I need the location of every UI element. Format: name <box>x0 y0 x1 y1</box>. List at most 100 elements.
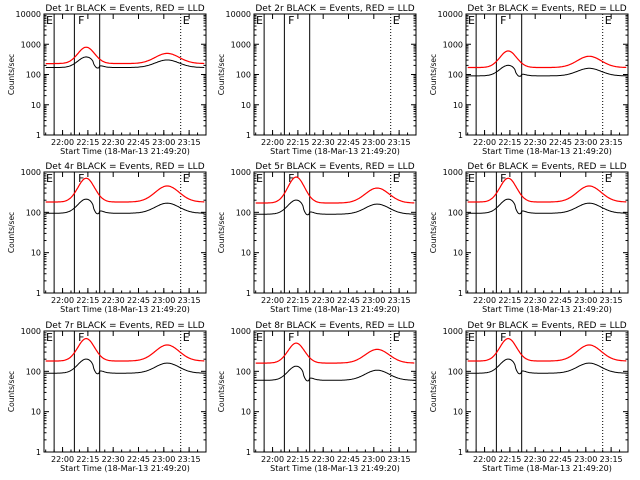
x-tick-label: 22:15 <box>76 138 99 147</box>
marker-letter: E <box>183 172 190 185</box>
plot-frame <box>43 330 207 453</box>
y-tick-label: 1000 <box>443 327 463 336</box>
marker-letter: F <box>288 14 294 27</box>
x-axis-label: Start Time (18-Mar-13 21:49:20) <box>482 305 612 314</box>
x-tick-label: 22:30 <box>312 455 335 464</box>
marker-letter: F <box>500 172 506 185</box>
series-events-line <box>45 56 205 69</box>
series-events-line <box>45 198 205 215</box>
marker-letter: E <box>468 14 475 27</box>
marker-letter: E <box>468 172 475 185</box>
x-tick-label: 22:15 <box>286 455 309 464</box>
panel-title: Det 5r BLACK = Events, RED = LLD <box>255 162 414 172</box>
x-tick-label: 22:45 <box>127 455 150 464</box>
y-tick-label: 10 <box>31 408 41 417</box>
y-tick-label: 10 <box>241 408 251 417</box>
x-tick-label: 22:00 <box>473 138 496 147</box>
x-tick-label: 22:15 <box>498 138 521 147</box>
y-axis-label: Counts/sec <box>429 212 438 253</box>
x-tick-label: 23:15 <box>388 296 411 305</box>
y-tick-label: 100 <box>448 367 463 376</box>
marker-letter: E <box>393 331 400 344</box>
y-axis-label: Counts/sec <box>7 371 16 412</box>
x-axis-label: Start Time (18-Mar-13 21:49:20) <box>270 147 400 156</box>
marker-letter: E <box>256 331 263 344</box>
plot-frame <box>43 171 207 294</box>
panel-title: Det 9r BLACK = Events, RED = LLD <box>467 321 626 331</box>
x-tick-label: 23:00 <box>574 455 597 464</box>
panel-det6: Det 6r BLACK = Events, RED = LLD 1 10 100 10… <box>429 162 629 314</box>
plot-frame <box>253 13 417 136</box>
panel-det7: Det 7r BLACK = Events, RED = LLD 1 10 100 10… <box>7 321 207 473</box>
x-tick-label: 22:15 <box>498 296 521 305</box>
y-tick-label: 1 <box>36 289 41 298</box>
series-lld-line <box>45 177 205 203</box>
x-tick-label: 22:30 <box>312 296 335 305</box>
marker-letter: E <box>183 14 190 27</box>
series-lld-line <box>255 176 415 204</box>
marker-letter: E <box>46 172 53 185</box>
y-tick-label: 100 <box>236 367 251 376</box>
x-tick-label: 23:15 <box>178 455 201 464</box>
x-axis-label: Start Time (18-Mar-13 21:49:20) <box>60 305 190 314</box>
series-lld-line <box>255 342 415 364</box>
series-events-line <box>45 358 205 375</box>
marker-letter: E <box>183 331 190 344</box>
panel-title: Det 6r BLACK = Events, RED = LLD <box>467 162 626 172</box>
x-tick-label: 22:45 <box>127 138 150 147</box>
x-tick-label: 22:00 <box>473 455 496 464</box>
marker-letter: E <box>46 14 53 27</box>
y-tick-label: 1 <box>246 289 251 298</box>
y-tick-label: 10000 <box>226 10 251 19</box>
x-axis-label: Start Time (18-Mar-13 21:49:20) <box>482 147 612 156</box>
x-tick-label: 23:15 <box>600 296 623 305</box>
x-tick-label: 23:15 <box>178 296 201 305</box>
x-tick-label: 23:15 <box>600 138 623 147</box>
marker-letter: F <box>500 14 506 27</box>
x-tick-label: 22:45 <box>549 296 572 305</box>
y-axis-label: Counts/sec <box>217 212 226 253</box>
y-tick-label: 1000 <box>231 168 251 177</box>
marker-letter: F <box>78 14 84 27</box>
marker-letter: F <box>78 172 84 185</box>
marker-letter: F <box>288 331 294 344</box>
y-axis-label: Counts/sec <box>7 212 16 253</box>
panel-title: Det 4r BLACK = Events, RED = LLD <box>45 162 204 172</box>
y-tick-label: 1000 <box>21 327 41 336</box>
y-axis-label: Counts/sec <box>7 54 16 95</box>
x-tick-label: 22:45 <box>337 455 360 464</box>
y-axis-label: Counts/sec <box>429 371 438 412</box>
x-tick-label: 22:30 <box>102 296 125 305</box>
marker-letter: E <box>605 14 612 27</box>
panel-det8: Det 8r BLACK = Events, RED = LLD 1 10 100 10… <box>217 321 417 473</box>
series-events-line <box>467 358 627 375</box>
x-tick-label: 23:00 <box>362 455 385 464</box>
x-tick-label: 22:30 <box>524 455 547 464</box>
panel-title: Det 2r BLACK = Events, RED = LLD <box>255 4 414 14</box>
x-tick-label: 22:00 <box>51 455 74 464</box>
series-events-line <box>467 64 627 77</box>
plot-frame <box>465 171 629 294</box>
y-tick-label: 1000 <box>231 40 251 49</box>
x-tick-label: 22:45 <box>127 296 150 305</box>
x-tick-label: 22:30 <box>312 138 335 147</box>
y-tick-label: 100 <box>26 367 41 376</box>
x-axis-label: Start Time (18-Mar-13 21:49:20) <box>482 464 612 473</box>
y-tick-label: 1 <box>458 289 463 298</box>
x-axis-label: Start Time (18-Mar-13 21:49:20) <box>270 305 400 314</box>
series-lld-line <box>45 337 205 362</box>
plot-frame <box>43 13 207 136</box>
y-tick-label: 1000 <box>231 327 251 336</box>
x-tick-label: 22:30 <box>102 138 125 147</box>
y-tick-label: 10000 <box>16 10 41 19</box>
x-axis-label: Start Time (18-Mar-13 21:49:20) <box>60 147 190 156</box>
y-tick-label: 1 <box>458 448 463 457</box>
x-tick-label: 22:45 <box>549 138 572 147</box>
x-tick-label: 23:00 <box>152 296 175 305</box>
series-events-line <box>255 365 415 382</box>
x-tick-label: 22:30 <box>524 296 547 305</box>
y-tick-label: 1000 <box>443 168 463 177</box>
y-tick-label: 1 <box>36 448 41 457</box>
series-events-line <box>255 199 415 216</box>
y-tick-label: 10 <box>453 408 463 417</box>
